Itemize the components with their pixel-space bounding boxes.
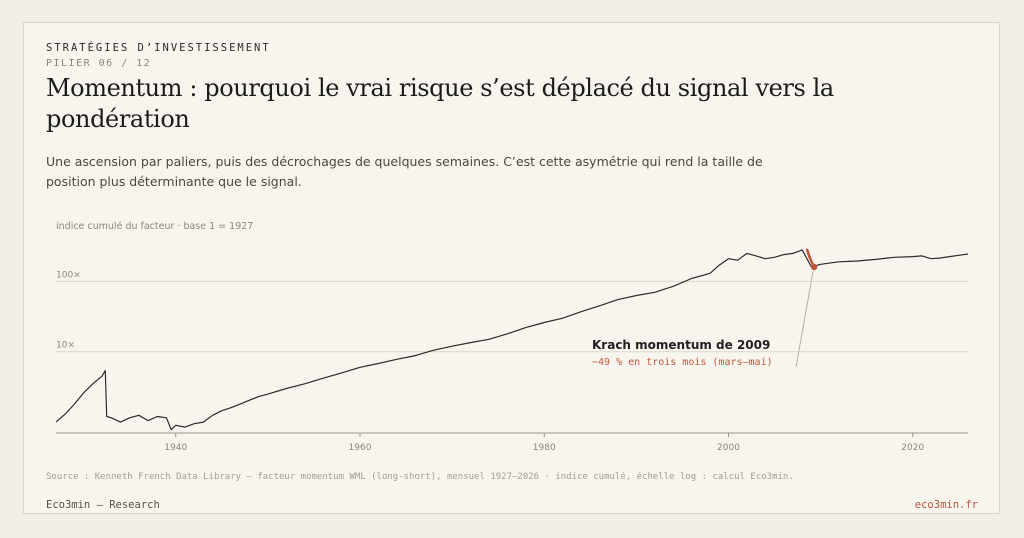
chart-card: STRATÉGIES D’INVESTISSEMENT PILIER 06 / … bbox=[23, 22, 1000, 514]
y-axis-label: indice cumulé du facteur · base 1 = 1927 bbox=[56, 221, 253, 232]
x-tick-label: 1980 bbox=[533, 443, 556, 453]
crash-2009-marker bbox=[810, 263, 818, 271]
brand-link[interactable]: eco3min.fr bbox=[914, 499, 978, 511]
annotation-detail: −49 % en trois mois (mars–mai) bbox=[592, 357, 773, 368]
x-tick-label: 2020 bbox=[901, 443, 924, 453]
series-line bbox=[55, 249, 969, 431]
x-tick-label: 1940 bbox=[164, 443, 187, 453]
x-tick-label: 1960 bbox=[349, 443, 372, 453]
pillar-label: PILIER 06 / 12 bbox=[46, 58, 152, 69]
section-kicker: STRATÉGIES D’INVESTISSEMENT bbox=[46, 42, 271, 54]
annotation-title: Krach momentum de 2009 bbox=[592, 338, 770, 352]
page-title: Momentum : pourquoi le vrai risque s’est… bbox=[46, 74, 834, 133]
source-note: Source : Kenneth French Data Library — f… bbox=[46, 472, 794, 482]
x-tick-label: 2000 bbox=[717, 443, 740, 453]
momentum-chart: indice cumulé du facteur · base 1 = 1927… bbox=[55, 221, 969, 453]
page-subtitle: Une ascension par paliers, puis des décr… bbox=[46, 154, 763, 189]
brand-name: Eco3min — Research bbox=[46, 499, 160, 511]
y-tick-label: 100× bbox=[56, 270, 81, 280]
annotation-leader bbox=[795, 270, 814, 368]
y-tick-label: 10× bbox=[56, 341, 75, 351]
